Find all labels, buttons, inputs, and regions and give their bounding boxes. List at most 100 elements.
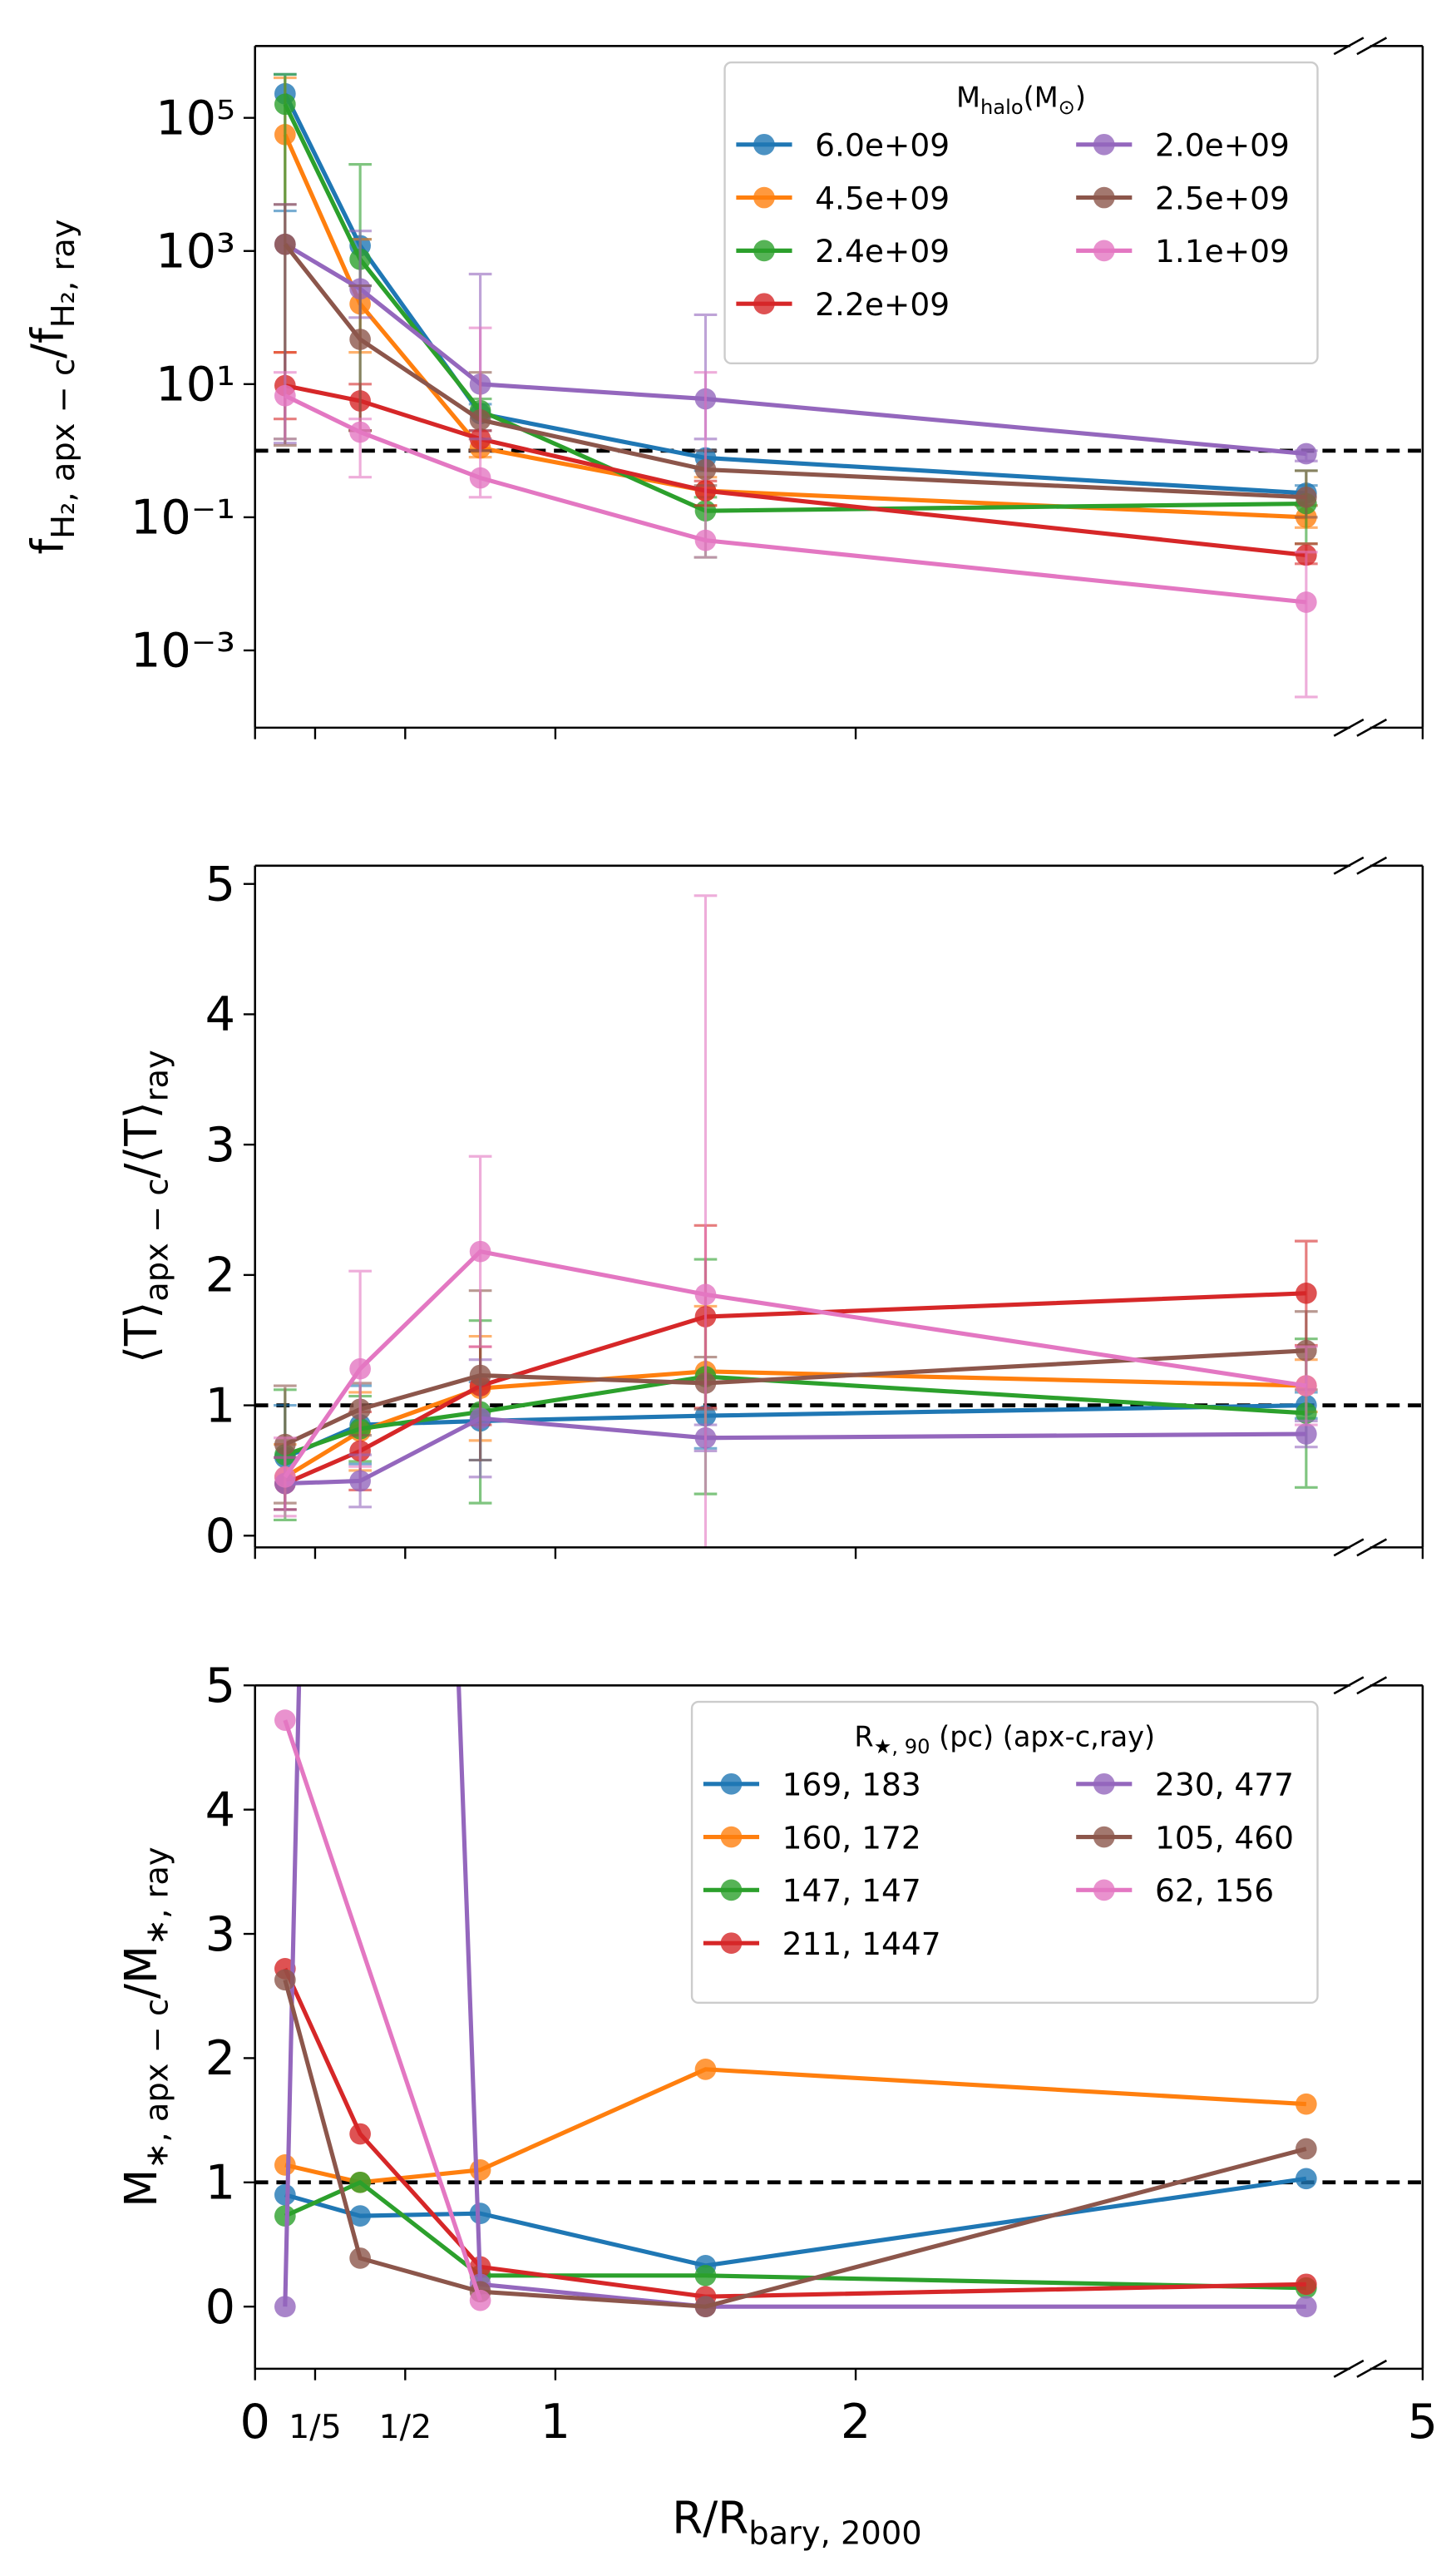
x-tick-label: 1/5 [289,2408,342,2446]
legend-marker [720,1772,743,1795]
y-tick-label: 1 [205,2155,235,2211]
y-tick-label: 0 [205,1508,235,1564]
data-point [1296,2168,1317,2190]
y-tick-label: 10⁵ [155,90,235,146]
x-tick-label: 1 [540,2394,570,2450]
legend-label: 62, 156 [1155,1872,1274,1909]
axis-break [1356,718,1388,737]
label-subscript: ★, 90 [874,1735,930,1758]
y-tick-label: 2 [205,2030,235,2086]
axis-label: M∗, apx − c/M∗, ray [116,1847,175,2207]
data-point [274,384,296,407]
label-subscript: H₂, apx − c [45,358,82,539]
data-point [274,233,296,255]
axis-break [1356,2359,1388,2378]
label-part: M [956,81,980,113]
label-part: f [22,538,74,555]
y-tick-label: 10¹ [155,357,235,413]
x-tick-label: 0 [239,2394,269,2450]
label-part: R [854,1720,873,1753]
data-point [1296,2138,1317,2160]
legend-marker [1093,1772,1115,1795]
legend-marker [753,133,775,156]
data-point [694,1283,717,1306]
error-bar [1295,551,1318,699]
axis-label: Mhalo(M⊙) [956,81,1086,118]
label-subscript: bary, 2000 [748,2515,921,2553]
axis-label: R★, 90 (pc) (apx-c,ray) [854,1720,1155,1758]
legend-marker [753,186,775,209]
legend-box [690,1700,1319,2005]
data-point [694,2296,717,2318]
axis-label: R/Rbary, 2000 [672,2492,921,2552]
y-tick-label: 3 [205,1117,235,1173]
data-point [694,529,717,551]
y-tick-label: 0 [205,2279,235,2335]
legend-label: 2.4e+09 [815,233,950,269]
legend-marker [720,1879,743,1901]
plot-area [274,1685,1317,2318]
data-point [1296,1423,1317,1445]
axis-break [1356,37,1388,56]
y-tick-label: 10⁻¹ [131,490,235,546]
legend-label: 211, 1447 [782,1926,941,1962]
axis-break [1333,37,1365,56]
data-point [1296,2093,1317,2115]
legend-label: 147, 147 [782,1872,921,1909]
legend-label: 6.0e+09 [815,127,950,164]
data-point [349,421,371,443]
legend-label: 2.0e+09 [1155,127,1290,164]
legend-marker [1093,240,1115,262]
axis-break [1356,1676,1388,1695]
data-point [349,1357,371,1380]
data-point [349,329,371,350]
x-tick-label: 5 [1408,2394,1438,2450]
series-line [283,1719,483,2301]
plot-area [274,894,1318,1548]
data-point [469,2203,491,2224]
label-part: (M [1024,81,1059,113]
legend-label: 230, 477 [1155,1767,1294,1803]
legend-label: 1.1e+09 [1155,233,1290,269]
legend-marker [720,1826,743,1848]
legend-label: 169, 183 [782,1767,921,1803]
legend-marker [1093,133,1115,156]
axis-label: fH₂, apx − c/fH₂, ray [22,220,82,555]
label-part: /⟨T⟩ [116,1101,167,1178]
label-part: ⟨T⟩ [116,1302,167,1363]
label-part: ) [1075,81,1086,113]
data-point [349,2171,371,2193]
label-subscript: halo [980,96,1024,119]
data-point [274,1969,296,1991]
data-point [349,2247,371,2269]
data-point [274,93,296,116]
y-tick-label: 4 [205,986,235,1042]
data-point [274,1709,296,1731]
data-point [274,1466,296,1488]
data-point [1296,2296,1317,2318]
label-subscript: ∗, apx − c [139,1999,176,2169]
y-tick-label: 3 [205,1906,235,1962]
data-point [469,2289,491,2311]
data-point [274,2183,296,2206]
data-point [349,2123,371,2145]
data-point [1296,591,1317,613]
label-subscript: ∗, ray [139,1847,176,1945]
axis-break [1356,856,1388,875]
data-point [694,2264,717,2287]
legend-label: 160, 172 [782,1819,921,1856]
axis-break [1333,1538,1365,1557]
data-point [274,2154,296,2176]
label-subscript: ⊙ [1059,96,1075,119]
legend-marker [1093,186,1115,209]
legend-marker [753,240,775,262]
legend-label: 4.5e+09 [815,180,950,216]
data-point [349,2205,371,2227]
label-part: R/R [672,2492,748,2544]
label-subscript: ray [139,1050,176,1101]
legend-label: 105, 460 [1155,1819,1294,1856]
data-point [1296,1375,1317,1397]
